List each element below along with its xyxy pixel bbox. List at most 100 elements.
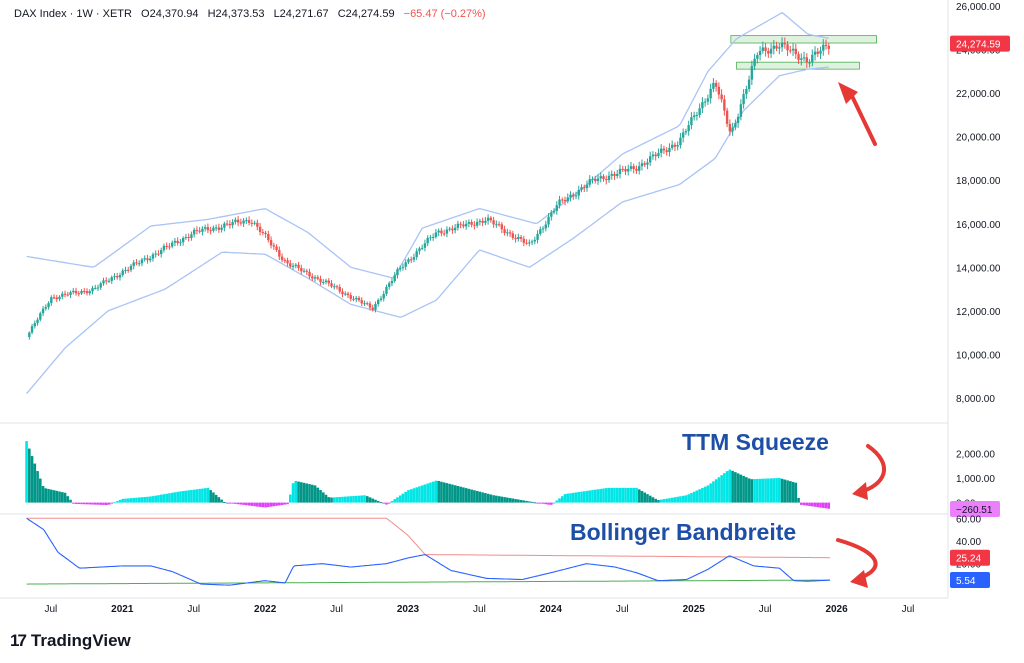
candle-body[interactable]: [360, 300, 363, 304]
ttm-histogram-bar[interactable]: [170, 492, 174, 503]
ttm-histogram-bar[interactable]: [52, 490, 56, 503]
ttm-histogram-bar[interactable]: [47, 488, 50, 503]
ttm-histogram-bar[interactable]: [434, 480, 438, 503]
candle-body[interactable]: [627, 168, 630, 172]
candle-body[interactable]: [673, 144, 677, 147]
candle-body[interactable]: [805, 57, 808, 63]
ttm-histogram-bar[interactable]: [563, 494, 567, 503]
candle-body[interactable]: [775, 45, 778, 49]
ttm-histogram-bar[interactable]: [742, 475, 745, 503]
candle-body[interactable]: [778, 47, 781, 49]
ttm-histogram-bar[interactable]: [709, 483, 712, 503]
ttm-histogram-bar[interactable]: [426, 483, 429, 503]
candle-body[interactable]: [91, 288, 94, 292]
ttm-histogram-bar[interactable]: [291, 483, 295, 503]
candle-body[interactable]: [33, 323, 37, 327]
ttm-histogram-bar[interactable]: [371, 498, 375, 503]
candle-body[interactable]: [610, 173, 613, 176]
ttm-histogram-bar[interactable]: [91, 502, 94, 505]
candle-body[interactable]: [338, 287, 341, 292]
ttm-histogram-bar[interactable]: [500, 496, 504, 503]
ttm-histogram-bar[interactable]: [819, 502, 822, 508]
ttm-histogram-bar[interactable]: [714, 479, 718, 503]
candle-body[interactable]: [640, 163, 644, 167]
candle-body[interactable]: [714, 82, 718, 87]
candle-body[interactable]: [802, 57, 806, 59]
candle-body[interactable]: [547, 216, 550, 225]
candle-body[interactable]: [481, 220, 484, 223]
ttm-histogram-bar[interactable]: [731, 470, 734, 503]
candle-body[interactable]: [195, 229, 199, 231]
candle-body[interactable]: [319, 278, 322, 283]
candle-body[interactable]: [72, 290, 75, 293]
ttm-histogram-bar[interactable]: [376, 500, 380, 503]
candle-body[interactable]: [192, 229, 196, 235]
candle-body[interactable]: [725, 110, 729, 124]
candle-body[interactable]: [583, 187, 586, 189]
ttm-histogram-bar[interactable]: [368, 497, 372, 503]
candle-body[interactable]: [681, 132, 685, 138]
ttm-histogram-bar[interactable]: [99, 502, 103, 505]
candle-body[interactable]: [750, 66, 754, 80]
candle-body[interactable]: [261, 232, 265, 234]
ttm-histogram-bar[interactable]: [132, 497, 136, 503]
candle-body[interactable]: [442, 233, 446, 235]
ttm-histogram-bar[interactable]: [462, 487, 465, 503]
ttm-histogram-bar[interactable]: [341, 496, 344, 503]
candle-body[interactable]: [371, 307, 374, 310]
candle-body[interactable]: [459, 223, 462, 225]
candle-body[interactable]: [44, 307, 48, 309]
candle-body[interactable]: [220, 227, 223, 230]
ttm-histogram-bar[interactable]: [85, 502, 89, 505]
ttm-histogram-bar[interactable]: [349, 496, 353, 503]
candle-body[interactable]: [245, 220, 248, 222]
candle-body[interactable]: [794, 48, 798, 55]
candle-body[interactable]: [791, 48, 795, 51]
candle-body[interactable]: [228, 223, 232, 226]
candle-body[interactable]: [577, 189, 580, 196]
ttm-histogram-bar[interactable]: [560, 496, 564, 503]
candle-body[interactable]: [605, 179, 608, 181]
candle-body[interactable]: [415, 251, 418, 258]
ttm-histogram-bar[interactable]: [799, 502, 803, 505]
candle-body[interactable]: [239, 222, 243, 224]
candle-body[interactable]: [66, 294, 69, 296]
candle-body[interactable]: [58, 296, 61, 300]
ttm-histogram-bar[interactable]: [604, 488, 608, 503]
candle-body[interactable]: [690, 117, 693, 126]
ttm-histogram-bar[interactable]: [791, 481, 795, 503]
candle-body[interactable]: [745, 89, 748, 95]
candle-body[interactable]: [569, 194, 572, 198]
ttm-histogram-bar[interactable]: [151, 496, 155, 503]
ttm-histogram-bar[interactable]: [780, 478, 784, 503]
candle-body[interactable]: [385, 286, 388, 294]
candle-body[interactable]: [456, 223, 460, 228]
candle-body[interactable]: [168, 246, 171, 248]
ttm-histogram-bar[interactable]: [157, 495, 160, 503]
candle-body[interactable]: [824, 44, 828, 46]
ttm-histogram-bar[interactable]: [437, 481, 440, 503]
ttm-histogram-bar[interactable]: [571, 492, 575, 503]
candle-body[interactable]: [530, 241, 534, 243]
candle-body[interactable]: [47, 303, 50, 308]
ttm-histogram-bar[interactable]: [343, 496, 347, 503]
candle-body[interactable]: [201, 228, 204, 232]
ttm-histogram-bar[interactable]: [492, 495, 495, 503]
ttm-histogram-bar[interactable]: [206, 487, 210, 503]
candle-body[interactable]: [275, 246, 278, 250]
candle-body[interactable]: [495, 224, 498, 226]
ttm-histogram-bar[interactable]: [756, 478, 759, 503]
ttm-histogram-bar[interactable]: [467, 488, 471, 503]
candle-body[interactable]: [143, 258, 146, 260]
candle-body[interactable]: [555, 205, 558, 211]
ttm-histogram-bar[interactable]: [615, 487, 619, 503]
ttm-histogram-bar[interactable]: [121, 498, 125, 503]
ttm-histogram-bar[interactable]: [365, 496, 369, 503]
candle-body[interactable]: [533, 239, 537, 242]
candle-body[interactable]: [819, 50, 822, 54]
ttm-histogram-bar[interactable]: [247, 502, 251, 506]
ttm-histogram-bar[interactable]: [813, 502, 817, 507]
ttm-histogram-bar[interactable]: [659, 499, 663, 503]
ttm-histogram-bar[interactable]: [547, 502, 550, 505]
candle-body[interactable]: [140, 259, 144, 264]
